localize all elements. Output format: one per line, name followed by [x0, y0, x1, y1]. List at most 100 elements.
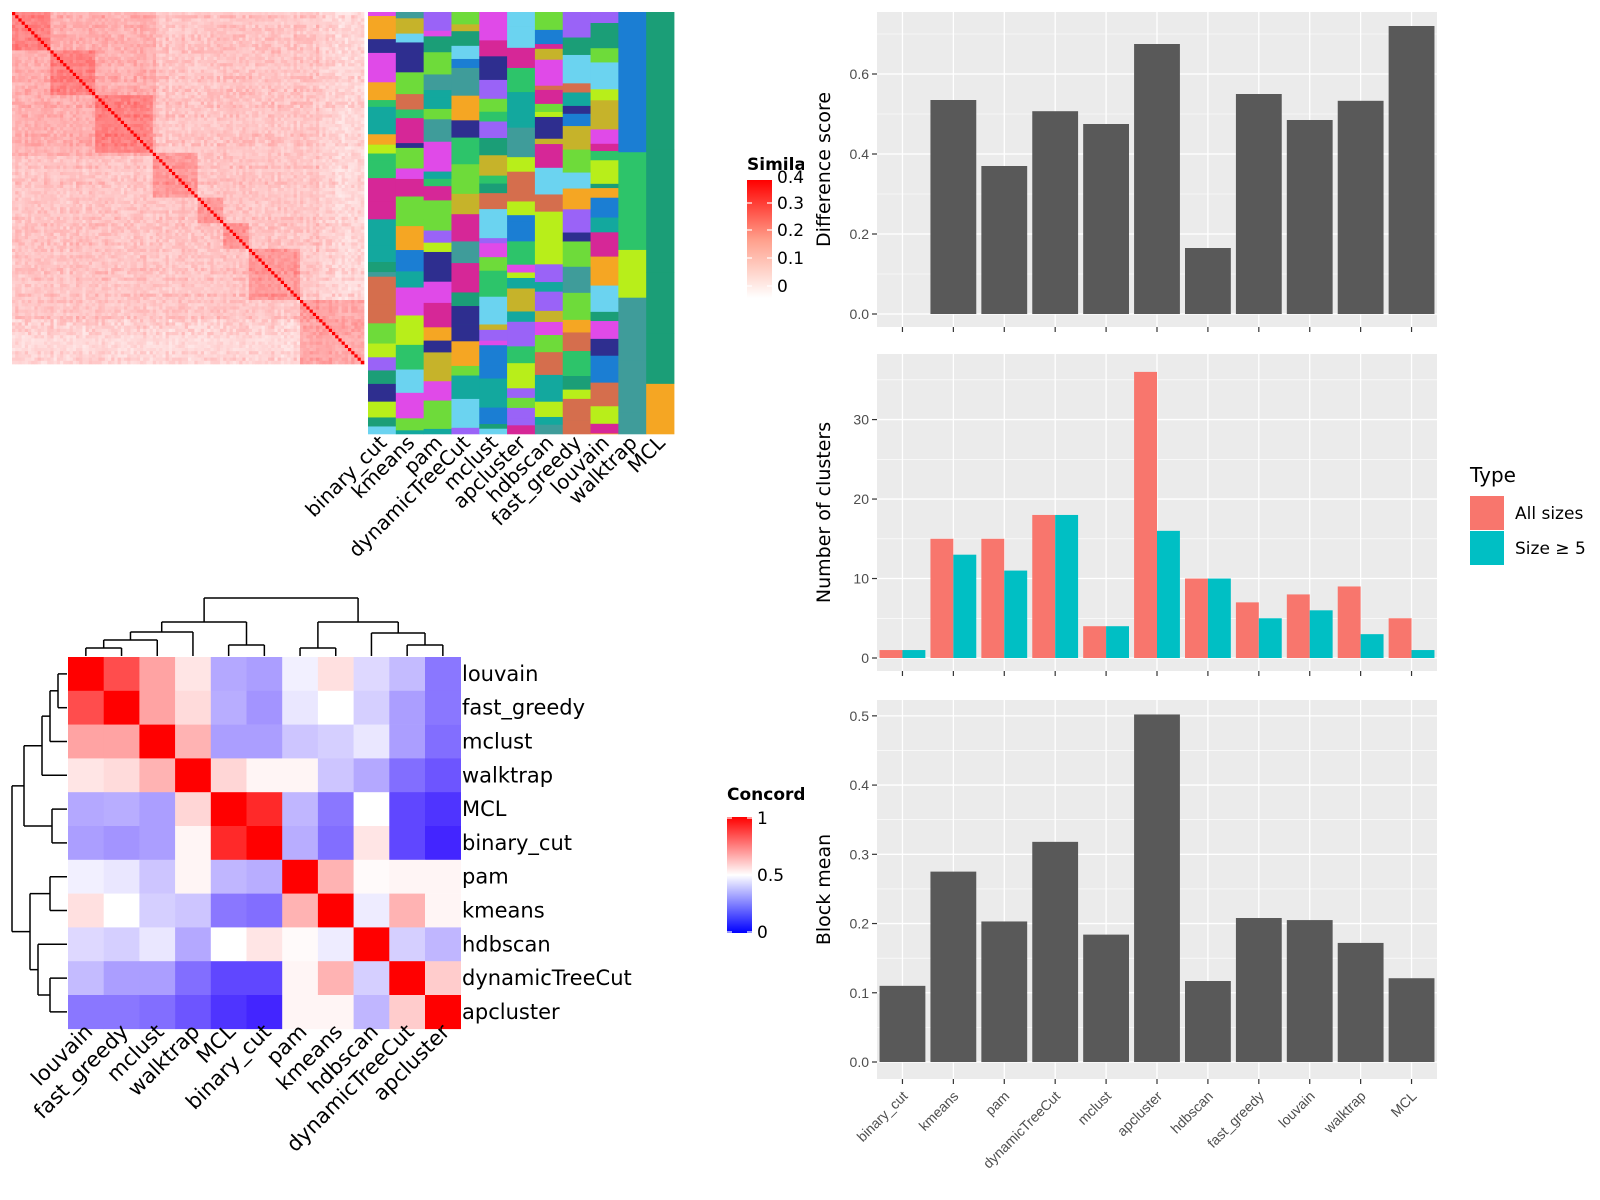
similarity-cell — [18, 88, 22, 93]
similarity-cell — [284, 15, 288, 19]
similarity-cell — [360, 133, 365, 138]
similarity-cell — [335, 31, 339, 35]
similarity-cell — [53, 133, 58, 138]
similarity-cell — [28, 31, 32, 35]
similarity-cell — [357, 69, 362, 74]
similarity-cell — [156, 37, 160, 42]
similarity-cell — [220, 114, 224, 118]
similarity-cell — [101, 76, 106, 80]
similarity-cell — [92, 152, 96, 157]
similarity-cell — [108, 82, 112, 86]
similarity-cell — [37, 44, 42, 48]
similarity-cell — [111, 56, 115, 61]
similarity-cell — [348, 140, 352, 144]
similarity-cell — [351, 18, 355, 22]
similarity-cell — [24, 60, 29, 64]
similarity-cell — [76, 63, 80, 67]
similarity-cell — [248, 104, 253, 109]
similarity-cell — [136, 63, 141, 67]
similarity-cell — [264, 95, 269, 99]
similarity-cell — [50, 53, 54, 58]
similarity-cell — [239, 37, 243, 42]
similarity-cell — [348, 31, 352, 35]
similarity-cell — [66, 63, 70, 67]
similarity-cell — [268, 18, 272, 22]
similarity-cell — [44, 98, 48, 102]
similarity-cell — [175, 101, 179, 106]
similarity-cell — [85, 66, 90, 70]
similarity-cell — [34, 44, 38, 48]
similarity-cell — [79, 152, 83, 157]
similarity-cell — [248, 37, 253, 42]
similarity-cell — [328, 127, 333, 131]
similarity-cell — [261, 44, 266, 48]
similarity-cell — [44, 21, 48, 26]
similarity-cell — [127, 72, 131, 77]
similarity-cell — [284, 117, 288, 122]
similarity-cell — [88, 140, 93, 144]
similarity-cell — [200, 130, 205, 134]
similarity-cell — [53, 114, 58, 118]
similarity-cell — [15, 101, 19, 106]
similarity-cell — [280, 114, 285, 118]
similarity-cell — [28, 108, 32, 112]
similarity-cell — [328, 34, 333, 38]
similarity-cell — [280, 152, 285, 157]
similarity-cell — [197, 136, 202, 141]
similarity-cell — [156, 76, 160, 80]
similarity-cell — [172, 133, 176, 138]
similarity-cell — [300, 72, 304, 77]
similarity-cell — [338, 104, 342, 109]
similarity-cell — [242, 88, 246, 93]
similarity-cell — [197, 127, 202, 131]
similarity-cell — [133, 69, 138, 74]
similarity-cell — [229, 50, 234, 54]
similarity-cell — [316, 124, 320, 128]
similarity-cell — [354, 95, 358, 99]
similarity-cell — [12, 130, 16, 134]
similarity-cell — [108, 24, 112, 29]
similarity-cell — [127, 18, 131, 22]
similarity-cell — [133, 124, 138, 128]
similarity-cell — [277, 111, 282, 115]
similarity-cell — [53, 92, 58, 96]
similarity-cell — [306, 18, 310, 22]
similarity-cell — [325, 85, 330, 90]
similarity-cell — [127, 47, 131, 51]
similarity-cell — [284, 152, 288, 157]
similarity-cell — [24, 146, 29, 150]
similarity-cell — [284, 50, 288, 54]
similarity-cell — [338, 21, 342, 26]
similarity-cell — [357, 88, 362, 93]
similarity-cell — [306, 12, 310, 16]
similarity-cell — [277, 63, 282, 67]
similarity-cell — [245, 44, 250, 48]
similarity-cell — [309, 66, 314, 70]
similarity-cell — [34, 124, 38, 128]
similarity-cell — [28, 143, 32, 147]
similarity-cell — [290, 92, 294, 96]
similarity-cell — [316, 149, 320, 154]
similarity-cell — [165, 140, 170, 144]
similarity-cell — [136, 79, 141, 83]
similarity-cell — [338, 40, 342, 45]
similarity-cell — [280, 146, 285, 150]
similarity-cell — [66, 124, 70, 128]
similarity-cell — [248, 69, 253, 74]
similarity-cell — [245, 127, 250, 131]
similarity-cell — [162, 72, 166, 77]
similarity-cell — [236, 88, 240, 93]
similarity-cell — [143, 66, 147, 70]
similarity-cell — [63, 79, 67, 83]
similarity-cell — [162, 114, 166, 118]
similarity-cell — [136, 140, 141, 144]
similarity-cell — [178, 15, 182, 19]
similarity-cell — [149, 21, 154, 26]
similarity-cell — [351, 124, 355, 128]
similarity-cell — [37, 40, 42, 45]
similarity-cell — [85, 136, 90, 141]
similarity-cell — [264, 31, 269, 35]
similarity-cell — [50, 98, 54, 102]
similarity-cell — [290, 104, 294, 109]
similarity-cell — [165, 69, 170, 74]
